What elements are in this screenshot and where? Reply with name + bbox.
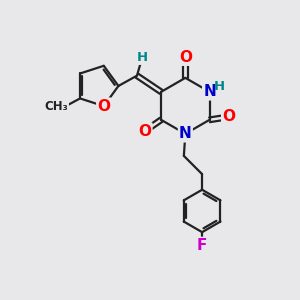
- Text: O: O: [222, 110, 235, 124]
- Text: O: O: [97, 99, 110, 114]
- Text: O: O: [138, 124, 152, 139]
- Text: F: F: [197, 238, 207, 253]
- Text: CH₃: CH₃: [45, 100, 68, 113]
- Text: N: N: [203, 84, 216, 99]
- Text: H: H: [213, 80, 224, 93]
- Text: H: H: [137, 51, 148, 64]
- Text: N: N: [179, 126, 192, 141]
- Text: O: O: [179, 50, 192, 65]
